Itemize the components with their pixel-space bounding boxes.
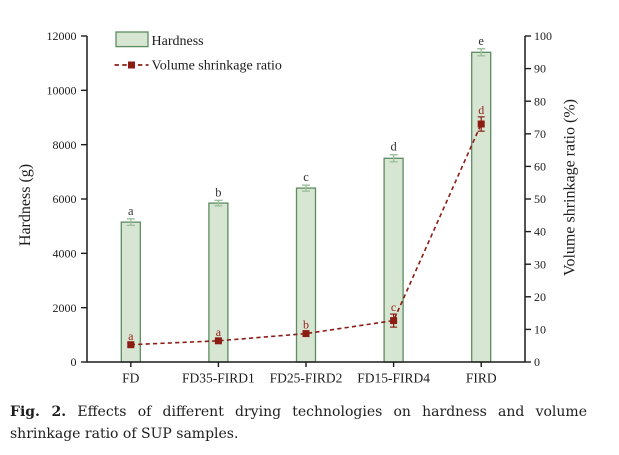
bar-errorbar-FD25-FIRD2 <box>302 184 310 192</box>
x-tick-label-FD: FD <box>122 371 140 386</box>
marker-letter-FIRD: d <box>478 103 484 117</box>
marker-letter-FD: a <box>128 329 134 343</box>
left-tick-label: 10000 <box>47 83 77 97</box>
right-tick-label: 100 <box>534 29 552 43</box>
marker-letter-FD35-FIRD1: a <box>216 325 222 339</box>
legend: Hardness Volume shrinkage ratio <box>114 31 282 74</box>
bar-letter-FIRD: e <box>478 34 484 48</box>
caption-line-1: Fig. 2. Effects of different drying tech… <box>10 402 587 424</box>
right-tick-label: 30 <box>534 257 546 271</box>
right-tick-label: 60 <box>534 160 546 174</box>
axes: 0 2000 4000 6000 8000 10000 12000 0 10 20 30 40 50 60… <box>17 29 579 385</box>
shrinkage-marker-FD <box>127 341 135 349</box>
legend-hardness-label: Hardness <box>152 34 204 49</box>
bar-FD15-FIRD4 <box>383 157 404 363</box>
right-tick-label: 0 <box>534 355 540 369</box>
bar-errorbar-FD35-FIRD1 <box>214 199 223 207</box>
x-tick-label-FIRD: FIRD <box>466 371 497 386</box>
right-axis-title: Volume shrinkage ratio (%) <box>562 99 579 276</box>
right-tick-label: 70 <box>534 127 546 141</box>
shrinkage-marker-FD35-FIRD1 <box>214 337 222 345</box>
shrinkage-marker-FIRD <box>477 120 485 128</box>
marker-letter-FD25-FIRD2: b <box>303 318 309 332</box>
caption-line-2: shrinkage ratio of SUP samples. <box>10 425 239 442</box>
x-tick-label-FD25-FIRD2: FD25-FIRD2 <box>270 371 343 386</box>
right-tick-label: 10 <box>534 323 546 337</box>
right-tick-label: 50 <box>534 192 546 206</box>
left-tick-label: 0 <box>71 355 77 369</box>
bar-letter-FD: a <box>128 204 134 218</box>
left-tick-label: 12000 <box>47 29 77 43</box>
shrinkage-markers: a a b c d <box>127 103 485 349</box>
shrinkage-marker-FD25-FIRD2 <box>302 330 310 338</box>
marker-letter-FD15-FIRD4: c <box>391 300 396 314</box>
legend-hardness-swatch <box>115 31 149 48</box>
left-tick-label: 8000 <box>53 138 77 152</box>
left-tick-label: 2000 <box>53 301 77 315</box>
right-tick-label: 80 <box>534 94 546 108</box>
bars-hardness: a b c d e <box>120 34 492 363</box>
hardness-shrinkage-chart: a b c d e a a b c d 0 2000 4000 6000 8000 10000 12000 0 10… <box>17 29 579 385</box>
shrinkage-line <box>130 123 482 346</box>
right-tick-label: 20 <box>534 290 546 304</box>
bar-letter-FD15-FIRD4: d <box>390 140 397 154</box>
bar-errorbar-FD <box>126 218 135 227</box>
caption-label: Fig. 2. <box>10 404 67 420</box>
shrinkage-marker-FD15-FIRD4 <box>390 317 398 325</box>
bar-FIRD <box>471 51 492 363</box>
left-tick-label: 4000 <box>53 246 77 260</box>
right-tick-label: 40 <box>534 225 546 239</box>
caption-text: Effects of different drying technologies… <box>77 404 587 420</box>
legend-line-marker <box>128 61 135 69</box>
left-tick-label: 6000 <box>53 192 77 206</box>
right-tick-label: 90 <box>534 62 546 76</box>
bar-errorbar-FIRD <box>477 48 486 57</box>
left-axis-title: Hardness (g) <box>17 164 34 246</box>
x-tick-label-FD15-FIRD4: FD15-FIRD4 <box>357 371 430 386</box>
legend-shrinkage-label: Volume shrinkage ratio <box>152 59 282 74</box>
x-tick-label-FD35-FIRD1: FD35-FIRD1 <box>182 371 255 386</box>
bar-letter-FD25-FIRD2: c <box>303 170 309 184</box>
bar-letter-FD35-FIRD1: b <box>215 185 221 199</box>
figure-caption: Fig. 2. Effects of different drying tech… <box>10 402 587 445</box>
bar-errorbar-FD15-FIRD4 <box>389 154 398 163</box>
